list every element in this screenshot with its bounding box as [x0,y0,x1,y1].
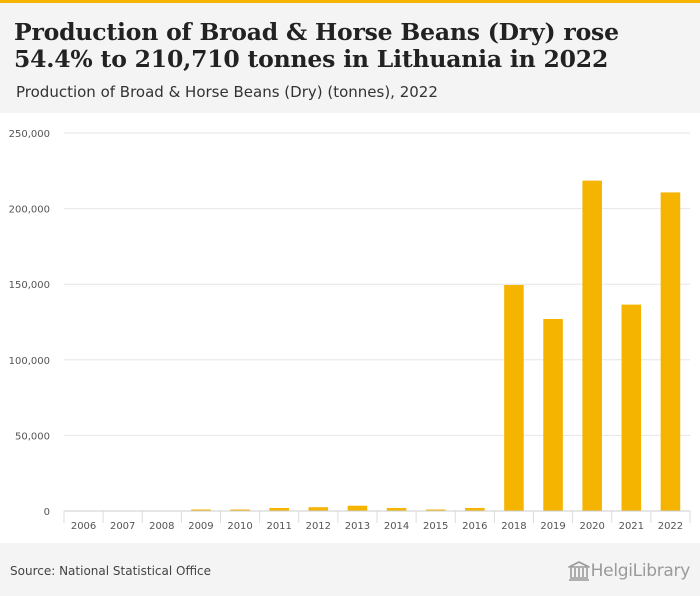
logo-text: HelgiLibrary [590,561,691,581]
x-tick-label: 2018 [501,521,526,532]
source-note: Source: National Statistical Office [10,564,212,578]
x-tick-label: 2020 [579,521,604,532]
x-tick-label: 2006 [71,521,96,532]
bar-2022[interactable] [660,192,681,511]
x-tick-label: 2007 [110,521,135,532]
x-tick-label: 2015 [423,521,448,532]
y-tick-label: 0 [44,507,50,518]
x-tick-label: 2012 [306,521,331,532]
bar-2015[interactable] [425,509,446,511]
bar-2012[interactable] [308,507,329,511]
bar-2016[interactable] [465,507,485,511]
y-tick-label: 50,000 [15,431,50,442]
top-accent-rule [0,0,700,3]
chart-header: Production of Broad & Horse Beans (Dry) … [0,3,700,113]
x-tick-label: 2016 [462,521,487,532]
x-tick-label: 2009 [188,521,213,532]
y-tick-label: 250,000 [9,129,50,140]
bar-2013[interactable] [347,505,368,511]
x-tick-label: 2010 [227,521,252,532]
bar-2011[interactable] [269,507,289,511]
x-tick-label: 2008 [149,521,174,532]
chart-title: Production of Broad & Horse Beans (Dry) … [14,18,619,73]
x-tick-label: 2021 [619,521,644,532]
x-tick-label: 2019 [540,521,565,532]
chart-subtitle: Production of Broad & Horse Beans (Dry) … [16,83,438,101]
bar-2018[interactable] [504,284,524,511]
helgi-library-logo[interactable]: HelgiLibrary [567,558,690,584]
library-building-icon [567,561,590,581]
bar-chart: 0 50,000 100,000 150,000 200,000 250,000 2006 2… [9,129,691,532]
bar-2014[interactable] [386,507,407,511]
x-tick-label: 2013 [345,521,370,532]
x-tick-label: 2014 [384,521,409,532]
bar-2021[interactable] [621,304,642,511]
chart-area: 0 50,000 100,000 150,000 200,000 250,000 2006 2… [0,113,700,543]
chart-footer: Source: National Statistical Office Helg… [0,543,700,596]
bar-2009[interactable] [191,509,211,511]
bar-2019[interactable] [543,318,563,511]
bar-2010[interactable] [230,509,250,511]
y-tick-label: 100,000 [9,356,50,367]
x-tick-label: 2022 [658,521,683,532]
y-tick-label: 200,000 [9,205,50,216]
x-tick-label: 2011 [266,521,291,532]
y-tick-label: 150,000 [9,280,50,291]
bar-2020[interactable] [582,180,602,511]
